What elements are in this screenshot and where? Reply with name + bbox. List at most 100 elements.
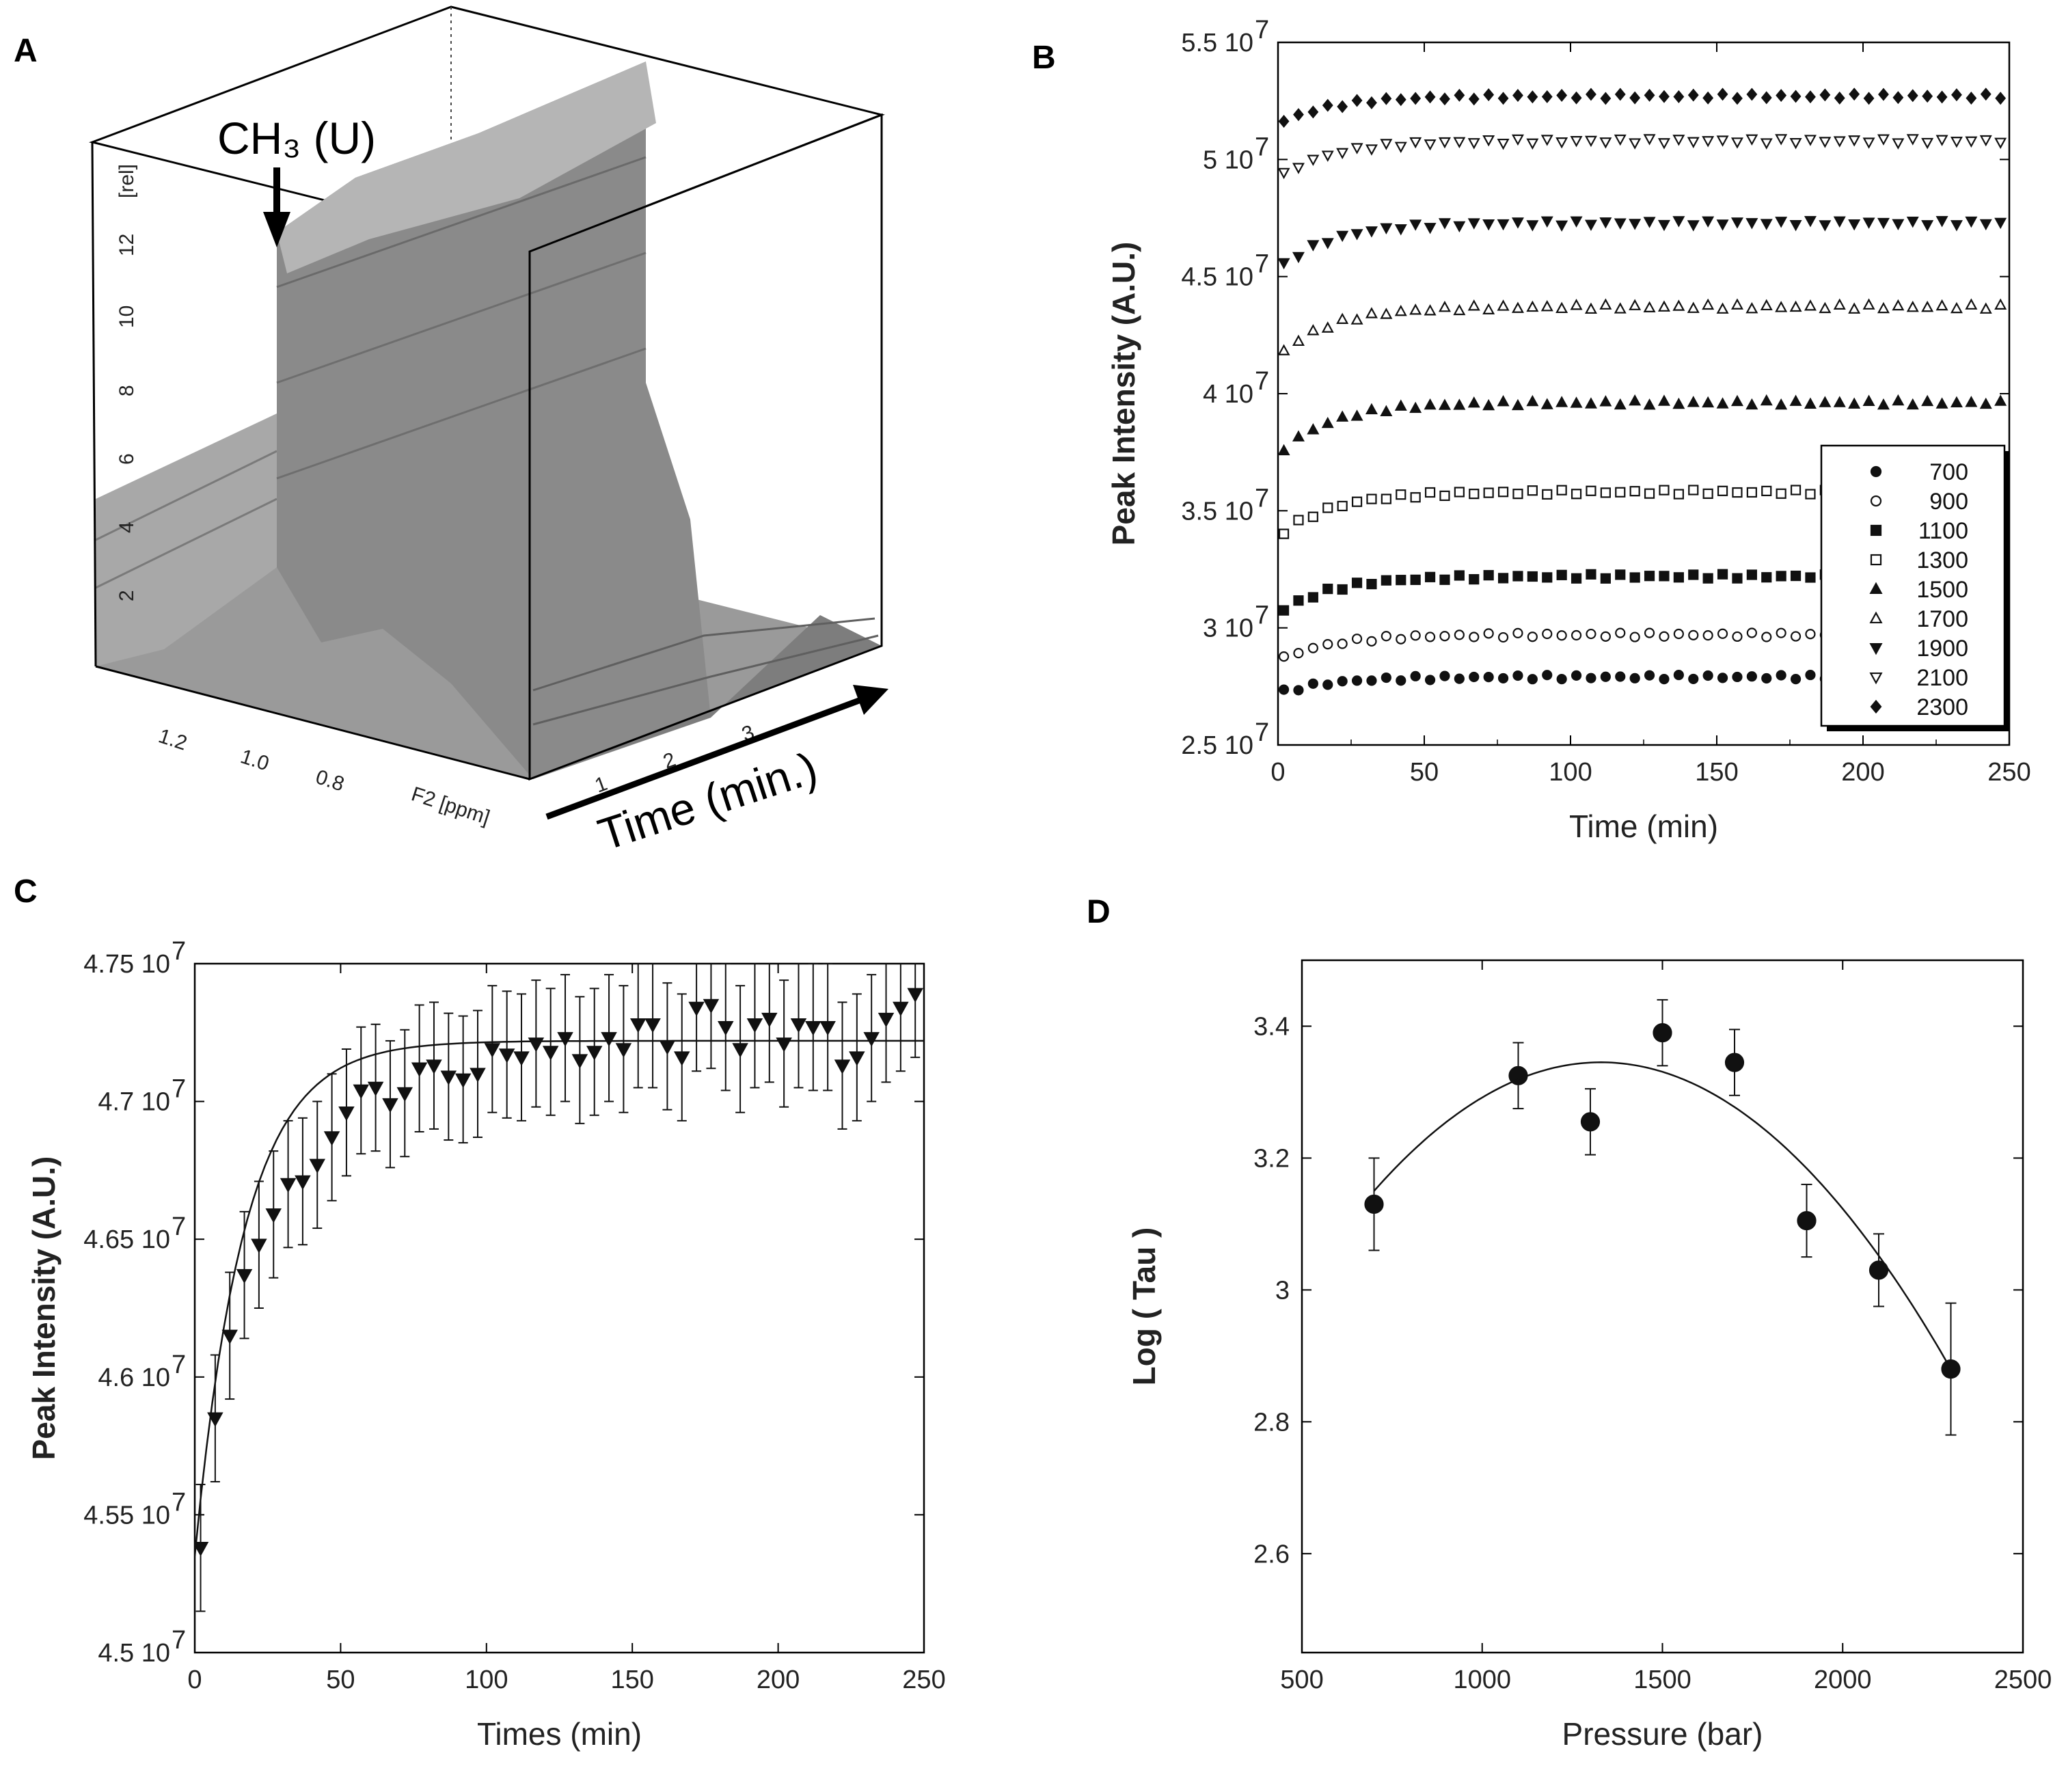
marker-1500 <box>1511 398 1524 411</box>
marker-1100 <box>1556 569 1567 580</box>
marker-1300 <box>1278 528 1290 539</box>
marker-1300 <box>1439 490 1450 501</box>
data-point <box>265 1208 282 1223</box>
data-point <box>571 1054 588 1069</box>
marker-1900 <box>1453 221 1466 233</box>
x-tick-label: 100 <box>1549 758 1592 787</box>
series-2100 <box>1277 134 2007 180</box>
x-tick-0-8: 0.8 <box>313 765 347 796</box>
marker-900 <box>1761 632 1772 642</box>
marker-1300 <box>1483 487 1494 498</box>
marker-700 <box>1278 684 1290 695</box>
marker-900 <box>1337 638 1348 649</box>
x-tick-label: 1500 <box>1633 1666 1691 1694</box>
marker-2300 <box>1527 90 1538 104</box>
marker-1300 <box>1322 502 1333 513</box>
y-axis-label: Peak Intensity (A.U.) <box>1106 242 1141 546</box>
marker-1100 <box>1483 570 1494 581</box>
marker-1500 <box>1950 396 1963 408</box>
marker-1900 <box>1760 219 1773 230</box>
marker-1700 <box>1292 334 1305 347</box>
marker-1900 <box>1848 219 1861 231</box>
z-tick-10: 10 <box>115 306 138 328</box>
marker-1900 <box>1540 216 1553 228</box>
marker-1900 <box>1424 223 1437 234</box>
peak-ridge-line-2 <box>276 252 647 384</box>
marker-1100 <box>1366 579 1377 590</box>
marker-1100 <box>1381 575 1391 586</box>
marker-900 <box>1556 630 1567 641</box>
marker-1100 <box>1688 569 1699 580</box>
legend-label-1300: 1300 <box>1916 547 1968 573</box>
marker-900 <box>1381 631 1391 642</box>
data-point <box>528 1037 545 1053</box>
marker-2100 <box>1848 135 1861 147</box>
x-tick-label: 500 <box>1280 1666 1323 1694</box>
marker-2100 <box>1467 138 1480 150</box>
marker-900 <box>1454 629 1465 640</box>
marker-1900 <box>1570 216 1583 228</box>
marker-1100 <box>1571 573 1582 584</box>
marker-700 <box>1805 669 1816 681</box>
marker-2300 <box>1951 88 1962 102</box>
marker-900 <box>1293 648 1304 659</box>
marker-2300 <box>1790 90 1802 103</box>
marker-2300 <box>1322 98 1333 112</box>
marker-2100 <box>1453 137 1466 149</box>
marker-1900 <box>1350 229 1363 241</box>
marker-900 <box>1512 627 1523 638</box>
slope-line-1 <box>532 617 875 692</box>
marker-1900 <box>1833 216 1846 228</box>
marker-900 <box>1322 638 1333 650</box>
marker-1500 <box>1277 444 1290 456</box>
y-tick-exponent: 7 <box>172 1488 186 1517</box>
marker-1700 <box>1599 298 1612 310</box>
marker-1100 <box>1586 569 1596 580</box>
marker-700 <box>1337 676 1348 687</box>
marker-2100 <box>1394 141 1407 153</box>
marker-1500 <box>1555 396 1568 407</box>
marker-1700 <box>1438 301 1451 312</box>
data-point <box>805 1020 821 1036</box>
data-point <box>718 1020 734 1036</box>
y-tick-label: 4 10 <box>1203 380 1253 409</box>
y-tick-label: 4.5 10 <box>98 1639 170 1668</box>
marker-700 <box>1586 673 1596 683</box>
marker-1700 <box>1716 302 1729 314</box>
box-left-vertical <box>91 141 97 667</box>
marker-1500 <box>1467 396 1480 408</box>
marker-700 <box>1746 671 1757 682</box>
y-tick-label: 4.6 10 <box>98 1363 170 1392</box>
marker-1900 <box>1409 219 1422 231</box>
marker-900 <box>1702 630 1713 641</box>
marker-1500 <box>1307 423 1320 435</box>
marker-1100 <box>1673 572 1684 583</box>
marker-700 <box>1776 670 1786 681</box>
marker-1500 <box>1584 397 1597 409</box>
marker-1100 <box>1278 605 1290 616</box>
marker-1300 <box>1351 496 1363 507</box>
data-point <box>236 1268 253 1284</box>
marker-900 <box>1746 627 1757 638</box>
marker-2100 <box>1321 150 1334 162</box>
marker-900 <box>1644 627 1655 638</box>
marker-900 <box>1732 631 1743 642</box>
marker-2100 <box>1716 135 1729 147</box>
marker-1700 <box>1672 299 1685 311</box>
data-point <box>819 1020 836 1036</box>
marker-1500 <box>1365 403 1378 415</box>
marker-2100 <box>1833 136 1846 148</box>
marker-2300 <box>1732 92 1743 105</box>
marker-1700 <box>1540 300 1553 312</box>
marker-1500 <box>1775 398 1788 410</box>
marker-1700 <box>1380 308 1393 319</box>
legend-box <box>1820 444 2006 727</box>
marker-700 <box>1702 670 1713 681</box>
marker-1300 <box>1702 488 1713 499</box>
marker-2100 <box>1643 134 1656 146</box>
data-point <box>703 999 720 1014</box>
marker-2300 <box>1424 90 1436 104</box>
marker-900 <box>1278 651 1290 662</box>
marker-1500 <box>1877 398 1890 410</box>
legend-label-700: 700 <box>1929 459 1968 485</box>
